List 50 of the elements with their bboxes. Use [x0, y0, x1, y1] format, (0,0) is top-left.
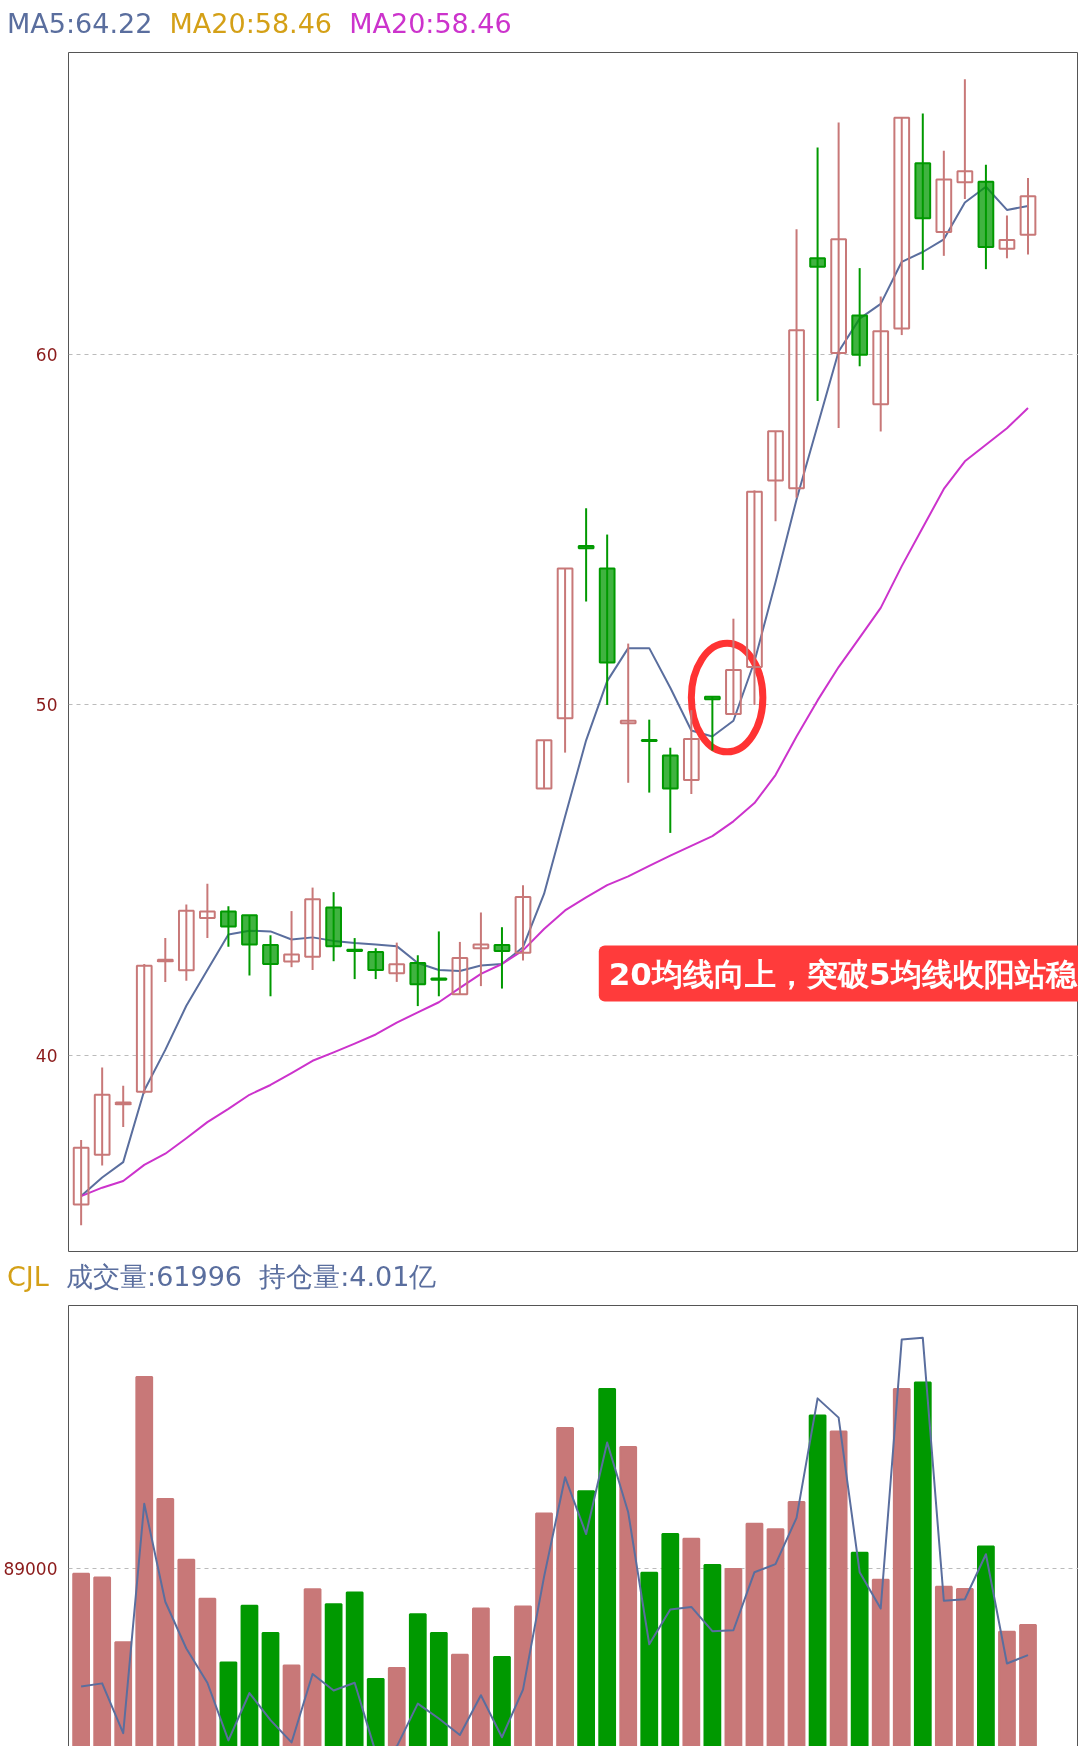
- candlestick: [619, 642, 637, 784]
- candlestick: [682, 709, 700, 795]
- candlestick: [577, 507, 595, 603]
- text: 持仓量:4.01亿: [259, 1261, 437, 1292]
- candlestick: [788, 228, 805, 499]
- candlestick: [935, 149, 953, 257]
- candlestick: [893, 116, 911, 337]
- candlestick: [262, 934, 279, 998]
- candlestick: [199, 882, 216, 940]
- candlestick: [430, 930, 448, 998]
- candlestick: [177, 903, 195, 982]
- candlestick: [451, 940, 469, 996]
- y-tick-label: 50: [35, 695, 58, 716]
- text: MA20:58.46: [349, 8, 512, 39]
- candlestick: [1019, 177, 1037, 256]
- candlestick: [767, 430, 784, 523]
- y-tick-label: 60: [35, 344, 58, 365]
- text: MA5:64.22: [7, 8, 153, 39]
- candlestick: [220, 905, 237, 948]
- candlestick: [704, 695, 721, 752]
- chart-title: CJL: [7, 1261, 49, 1292]
- candlestick: [283, 910, 300, 969]
- candlestick: [746, 489, 763, 706]
- candlestick: [114, 1084, 132, 1129]
- candlestick: [998, 214, 1016, 260]
- candlestick: [809, 146, 826, 402]
- candlestick: [556, 567, 574, 754]
- candlestick: [640, 718, 658, 794]
- candlestick: [725, 617, 742, 716]
- candlestick: [956, 78, 974, 201]
- candlestick: [514, 884, 532, 962]
- annotation: 20均线向上，突破5均线收阳站稳: [608, 955, 1078, 992]
- candlestick: [535, 739, 553, 790]
- candlestick: [367, 947, 385, 981]
- candlestick: [409, 954, 427, 1008]
- candlestick: [872, 295, 890, 433]
- y-tick-label: 89000: [3, 1558, 58, 1579]
- candlestick: [388, 941, 406, 983]
- y-tick-label: 40: [35, 1045, 58, 1066]
- candlestick: [304, 886, 321, 971]
- candlestick: [493, 926, 511, 990]
- candlestick: [472, 911, 490, 988]
- candlestick: [156, 937, 174, 983]
- candlestick: [72, 1139, 90, 1227]
- candlestick: [346, 937, 364, 981]
- candlestick: [93, 1066, 111, 1167]
- candlestick: [135, 963, 153, 1095]
- legend-label: MA20:58.46: [169, 8, 333, 39]
- text: 成交量:61996: [66, 1261, 243, 1292]
- candlestick: [830, 121, 847, 429]
